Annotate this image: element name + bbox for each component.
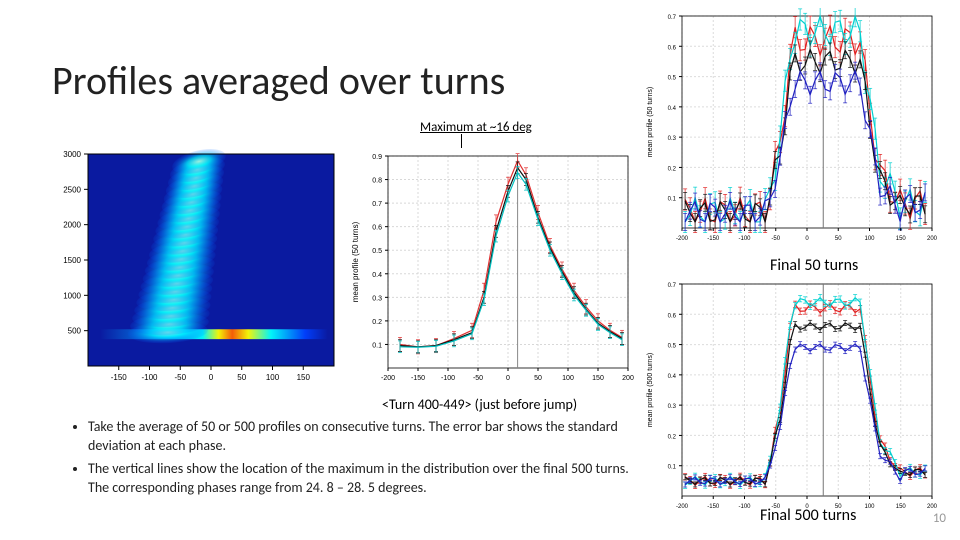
- page-number: 10: [933, 511, 946, 526]
- svg-text:0.3: 0.3: [668, 136, 677, 142]
- svg-text:-200: -200: [381, 375, 395, 382]
- svg-text:-150: -150: [707, 236, 720, 242]
- svg-text:100: 100: [864, 504, 875, 510]
- svg-text:-50: -50: [174, 373, 186, 382]
- svg-text:150: 150: [896, 236, 907, 242]
- svg-text:0.2: 0.2: [668, 166, 677, 172]
- svg-text:0.4: 0.4: [372, 272, 382, 279]
- mean-profile-chart: -200 -150 -100 -50 0 50 100 150 200 0.1 0.2 0.3 0.4 0…: [346, 148, 636, 390]
- svg-text:0.3: 0.3: [668, 404, 677, 410]
- svg-text:0.3: 0.3: [372, 295, 382, 302]
- svg-text:50: 50: [237, 373, 246, 382]
- svg-text:-50: -50: [473, 375, 483, 382]
- final-50-turns-chart: -200 -150 -100 -50 0 50 100 150 200 0.1 0.2 0.3 0.4 0…: [640, 8, 940, 250]
- svg-text:-150: -150: [411, 375, 425, 382]
- svg-text:100: 100: [266, 373, 280, 382]
- svg-text:0.5: 0.5: [668, 344, 677, 350]
- svg-text:0.9: 0.9: [372, 154, 382, 161]
- svg-text:-100: -100: [738, 236, 751, 242]
- svg-text:0.6: 0.6: [668, 45, 677, 51]
- svg-text:mean profile (500 turns): mean profile (500 turns): [647, 353, 654, 427]
- svg-text:0.2: 0.2: [668, 434, 677, 440]
- svg-text:0.5: 0.5: [372, 248, 382, 255]
- svg-text:0.8: 0.8: [372, 178, 382, 185]
- svg-text:100: 100: [864, 236, 875, 242]
- svg-text:mean profile (50 turns): mean profile (50 turns): [351, 221, 360, 302]
- svg-text:-100: -100: [141, 373, 158, 382]
- max-annotation: Maximum at ~16 deg: [420, 120, 532, 135]
- svg-text:0.1: 0.1: [668, 197, 677, 203]
- svg-text:-200: -200: [676, 504, 689, 510]
- svg-text:0.7: 0.7: [668, 283, 677, 289]
- svg-text:0.1: 0.1: [372, 342, 382, 349]
- svg-text:2500: 2500: [63, 185, 81, 194]
- svg-text:200: 200: [927, 236, 938, 242]
- svg-text:50: 50: [534, 375, 542, 382]
- svg-text:0: 0: [209, 373, 214, 382]
- turn-caption: <Turn 400-449> (just before jump): [382, 396, 577, 413]
- svg-text:0.7: 0.7: [372, 201, 382, 208]
- svg-text:200: 200: [927, 504, 938, 510]
- svg-text:150: 150: [297, 373, 311, 382]
- heatmap-chart: -150 -100 -50 0 50 100 150 500 1000 1500 2000 2500 3…: [52, 148, 340, 390]
- svg-text:0.2: 0.2: [372, 319, 382, 326]
- svg-text:-50: -50: [771, 236, 780, 242]
- list-item: The vertical lines show the location of …: [88, 460, 630, 498]
- svg-text:0.5: 0.5: [668, 76, 677, 82]
- svg-text:150: 150: [592, 375, 604, 382]
- svg-text:-100: -100: [738, 504, 751, 510]
- svg-text:1500: 1500: [63, 256, 81, 265]
- svg-text:0.1: 0.1: [668, 465, 677, 471]
- svg-text:mean profile (50 turns): mean profile (50 turns): [647, 87, 654, 157]
- svg-text:50: 50: [835, 236, 842, 242]
- svg-text:0.6: 0.6: [372, 225, 382, 232]
- final-50-label: Final 50 turns: [770, 256, 858, 275]
- svg-text:0.4: 0.4: [668, 374, 677, 380]
- svg-text:200: 200: [622, 375, 634, 382]
- page-title: Profiles averaged over turns: [52, 56, 505, 105]
- svg-text:0.6: 0.6: [668, 313, 677, 319]
- final-500-label: Final 500 turns: [760, 506, 856, 525]
- svg-text:1000: 1000: [63, 291, 81, 300]
- bullet-list: Take the average of 50 or 500 profiles o…: [70, 418, 630, 502]
- svg-text:-150: -150: [111, 373, 128, 382]
- final-500-turns-chart: -200-150-100-500501001502000.10.20.30.40…: [640, 276, 940, 518]
- svg-text:150: 150: [896, 504, 907, 510]
- svg-text:0: 0: [805, 236, 809, 242]
- svg-text:0.7: 0.7: [668, 15, 677, 21]
- list-item: Take the average of 50 or 500 profiles o…: [88, 418, 630, 456]
- svg-text:-150: -150: [707, 504, 720, 510]
- svg-text:500: 500: [68, 327, 82, 336]
- svg-text:0.4: 0.4: [668, 106, 677, 112]
- svg-text:-100: -100: [441, 375, 455, 382]
- svg-text:100: 100: [562, 375, 574, 382]
- svg-text:0: 0: [506, 375, 510, 382]
- svg-text:2000: 2000: [63, 221, 81, 230]
- svg-text:3000: 3000: [63, 150, 81, 159]
- svg-text:-200: -200: [676, 236, 689, 242]
